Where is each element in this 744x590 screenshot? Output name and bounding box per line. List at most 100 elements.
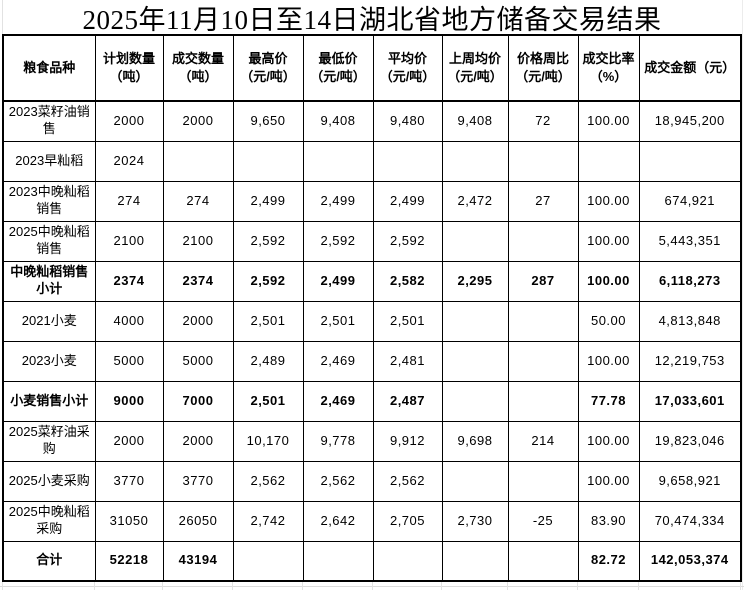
cell-deal-qty[interactable]: 2374 — [162, 260, 234, 302]
cell-deal-ratio[interactable]: 100.00 — [577, 460, 640, 502]
cell-deal-ratio[interactable]: 100.00 — [577, 180, 640, 222]
cell-deal-qty[interactable]: 274 — [162, 180, 234, 222]
cell-planned-qty[interactable]: 2000 — [94, 420, 164, 462]
cell-deal-amount[interactable]: 19,823,046 — [638, 420, 742, 462]
cell-last-week-avg-price[interactable]: 2,472 — [441, 180, 509, 222]
cell-avg-price[interactable]: 2,592 — [372, 220, 443, 262]
cell-last-week-avg-price[interactable] — [441, 540, 509, 582]
cell-deal-amount[interactable]: 6,118,273 — [638, 260, 742, 302]
column-header-deal-qty[interactable]: 成交数量 （吨） — [162, 34, 234, 102]
cell-min-price[interactable]: 9,778 — [302, 420, 374, 462]
cell-avg-price[interactable]: 2,501 — [372, 300, 443, 342]
cell-planned-qty[interactable]: 3770 — [94, 460, 164, 502]
cell-min-price[interactable]: 2,469 — [302, 380, 374, 422]
cell-avg-price[interactable]: 2,499 — [372, 180, 443, 222]
cell-max-price[interactable]: 2,501 — [232, 380, 304, 422]
cell-avg-price[interactable]: 9,480 — [372, 100, 443, 142]
cell-price-week-change[interactable]: -25 — [507, 500, 579, 542]
cell-deal-qty[interactable]: 2000 — [162, 100, 234, 142]
cell-last-week-avg-price[interactable] — [441, 140, 509, 182]
cell-grain-type[interactable]: 2021小麦 — [2, 300, 96, 342]
cell-planned-qty[interactable]: 9000 — [94, 380, 164, 422]
cell-grain-type[interactable]: 2025中晚籼稻采购 — [2, 500, 96, 542]
cell-last-week-avg-price[interactable]: 9,408 — [441, 100, 509, 142]
cell-price-week-change[interactable] — [507, 540, 579, 582]
cell-deal-amount[interactable]: 5,443,351 — [638, 220, 742, 262]
cell-deal-ratio[interactable]: 83.90 — [577, 500, 640, 542]
cell-price-week-change[interactable] — [507, 380, 579, 422]
cell-planned-qty[interactable]: 52218 — [94, 540, 164, 582]
cell-deal-amount[interactable]: 18,945,200 — [638, 100, 742, 142]
cell-deal-qty[interactable]: 3770 — [162, 460, 234, 502]
cell-deal-ratio[interactable]: 100.00 — [577, 340, 640, 382]
cell-deal-amount[interactable]: 142,053,374 — [638, 540, 742, 582]
cell-deal-qty[interactable]: 2000 — [162, 300, 234, 342]
column-header-avg-price[interactable]: 平均价 （元/吨） — [372, 34, 443, 102]
cell-deal-ratio[interactable]: 100.00 — [577, 420, 640, 462]
cell-min-price[interactable]: 2,592 — [302, 220, 374, 262]
cell-max-price[interactable]: 2,592 — [232, 220, 304, 262]
cell-deal-ratio[interactable]: 77.78 — [577, 380, 640, 422]
cell-avg-price[interactable]: 2,487 — [372, 380, 443, 422]
cell-deal-ratio[interactable]: 82.72 — [577, 540, 640, 582]
cell-avg-price[interactable] — [372, 140, 443, 182]
cell-min-price[interactable]: 2,499 — [302, 260, 374, 302]
cell-last-week-avg-price[interactable]: 2,295 — [441, 260, 509, 302]
column-header-last-week-avg-price[interactable]: 上周均价 （元/吨） — [441, 34, 509, 102]
column-header-deal-amount[interactable]: 成交金额（元） — [638, 34, 742, 102]
cell-grain-type[interactable]: 2025小麦采购 — [2, 460, 96, 502]
cell-deal-amount[interactable]: 17,033,601 — [638, 380, 742, 422]
cell-min-price[interactable]: 2,642 — [302, 500, 374, 542]
cell-planned-qty[interactable]: 2000 — [94, 100, 164, 142]
cell-price-week-change[interactable]: 214 — [507, 420, 579, 462]
column-header-planned-qty[interactable]: 计划数量 （吨） — [94, 34, 164, 102]
cell-grain-type[interactable]: 2025菜籽油采购 — [2, 420, 96, 462]
cell-deal-qty[interactable] — [162, 140, 234, 182]
cell-price-week-change[interactable]: 72 — [507, 100, 579, 142]
column-header-deal-ratio[interactable]: 成交比率 （%） — [577, 34, 640, 102]
cell-last-week-avg-price[interactable] — [441, 340, 509, 382]
cell-deal-qty[interactable]: 43194 — [162, 540, 234, 582]
cell-max-price[interactable] — [232, 140, 304, 182]
cell-avg-price[interactable]: 2,582 — [372, 260, 443, 302]
cell-planned-qty[interactable]: 2024 — [94, 140, 164, 182]
cell-min-price[interactable]: 2,469 — [302, 340, 374, 382]
cell-price-week-change[interactable]: 27 — [507, 180, 579, 222]
cell-price-week-change[interactable] — [507, 300, 579, 342]
cell-min-price[interactable]: 2,501 — [302, 300, 374, 342]
column-header-price-week-change[interactable]: 价格周比 （元/吨） — [507, 34, 579, 102]
cell-max-price[interactable]: 2,742 — [232, 500, 304, 542]
cell-grain-type[interactable]: 2023早籼稻 — [2, 140, 96, 182]
cell-deal-ratio[interactable]: 100.00 — [577, 220, 640, 262]
cell-deal-amount[interactable] — [638, 140, 742, 182]
cell-grain-type[interactable]: 2025中晚籼稻销售 — [2, 220, 96, 262]
cell-min-price[interactable] — [302, 540, 374, 582]
cell-price-week-change[interactable]: 287 — [507, 260, 579, 302]
cell-deal-amount[interactable]: 4,813,848 — [638, 300, 742, 342]
cell-price-week-change[interactable] — [507, 460, 579, 502]
cell-deal-qty[interactable]: 2000 — [162, 420, 234, 462]
cell-deal-ratio[interactable]: 100.00 — [577, 260, 640, 302]
cell-planned-qty[interactable]: 5000 — [94, 340, 164, 382]
cell-deal-amount[interactable]: 70,474,334 — [638, 500, 742, 542]
cell-max-price[interactable] — [232, 540, 304, 582]
cell-planned-qty[interactable]: 31050 — [94, 500, 164, 542]
cell-price-week-change[interactable] — [507, 220, 579, 262]
cell-grain-type[interactable]: 2023中晚籼稻销售 — [2, 180, 96, 222]
cell-min-price[interactable]: 9,408 — [302, 100, 374, 142]
cell-planned-qty[interactable]: 2374 — [94, 260, 164, 302]
cell-avg-price[interactable]: 2,705 — [372, 500, 443, 542]
cell-min-price[interactable]: 2,562 — [302, 460, 374, 502]
cell-deal-qty[interactable]: 5000 — [162, 340, 234, 382]
column-header-grain-type[interactable]: 粮食品种 — [2, 34, 96, 102]
column-header-min-price[interactable]: 最低价 （元/吨） — [302, 34, 374, 102]
cell-deal-amount[interactable]: 12,219,753 — [638, 340, 742, 382]
cell-last-week-avg-price[interactable] — [441, 220, 509, 262]
cell-deal-ratio[interactable]: 100.00 — [577, 100, 640, 142]
cell-grain-type[interactable]: 2023菜籽油销售 — [2, 100, 96, 142]
cell-price-week-change[interactable] — [507, 140, 579, 182]
cell-last-week-avg-price[interactable] — [441, 460, 509, 502]
cell-last-week-avg-price[interactable]: 2,730 — [441, 500, 509, 542]
cell-min-price[interactable] — [302, 140, 374, 182]
cell-last-week-avg-price[interactable]: 9,698 — [441, 420, 509, 462]
